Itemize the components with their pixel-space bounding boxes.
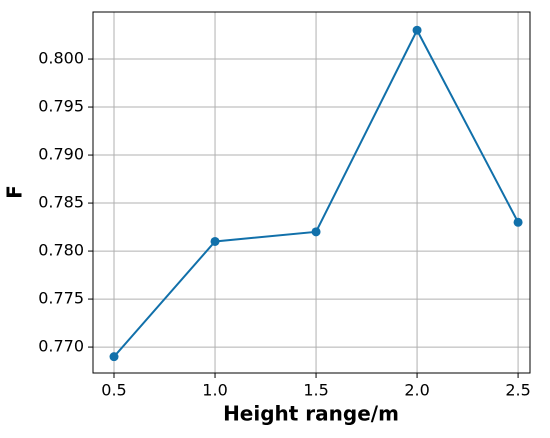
x-tick-label: 0.5	[101, 381, 126, 400]
x-tick-label: 1.0	[202, 381, 227, 400]
y-tick-label: 0.785	[38, 193, 84, 212]
x-axis-label: Height range/m	[223, 402, 399, 426]
x-tick-label: 2.0	[404, 381, 429, 400]
x-tick-label: 1.5	[303, 381, 328, 400]
y-axis-label: F	[3, 185, 27, 199]
y-tick-label: 0.780	[38, 241, 84, 260]
data-point	[210, 236, 220, 246]
y-tick-label: 0.775	[38, 289, 84, 308]
y-tick-label: 0.800	[38, 49, 84, 68]
data-point	[311, 227, 321, 237]
y-tick-label: 0.770	[38, 337, 84, 356]
data-point	[513, 217, 523, 227]
x-tick-label: 2.5	[505, 381, 530, 400]
plot-frame	[92, 11, 531, 374]
data-point	[109, 352, 119, 362]
data-point	[412, 25, 422, 35]
y-tick-label: 0.790	[38, 145, 84, 164]
y-tick-label: 0.795	[38, 97, 84, 116]
